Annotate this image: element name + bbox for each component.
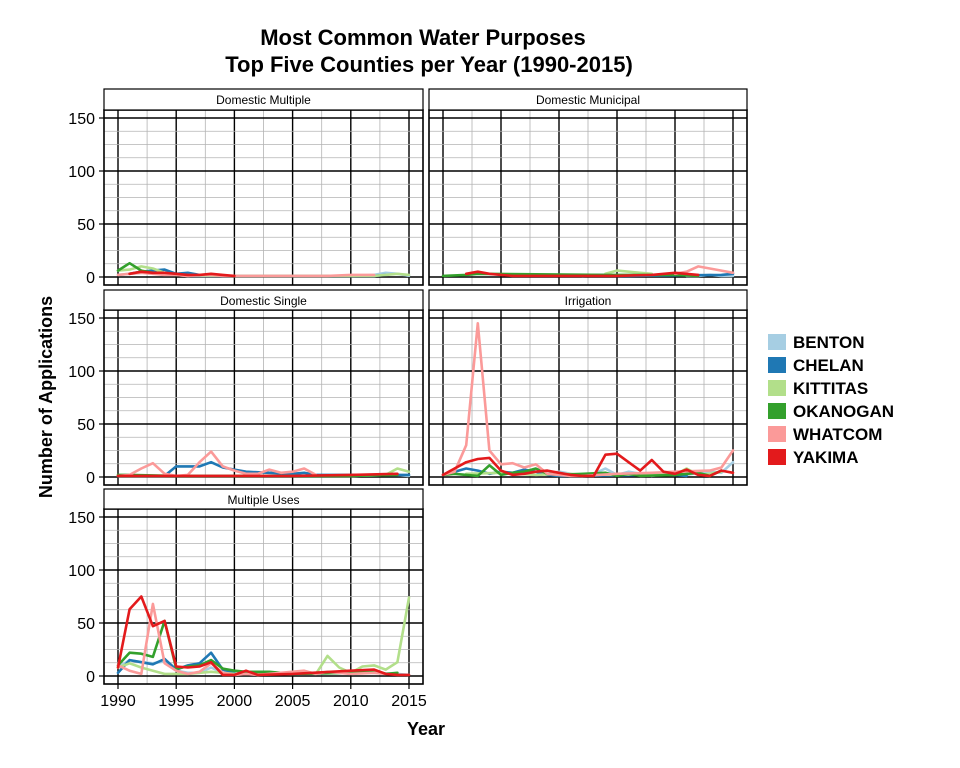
legend-swatch <box>768 426 786 442</box>
strip-label-multiple-uses: Multiple Uses <box>227 493 299 507</box>
legend-swatch <box>768 380 786 396</box>
series-line-yakima <box>128 270 236 278</box>
chart-title-line-2: Top Five Counties per Year (1990-2015) <box>225 52 633 77</box>
legend-label: YAKIMA <box>793 448 859 467</box>
y-tick-label: 50 <box>77 616 95 633</box>
y-tick-label: 150 <box>68 311 95 328</box>
y-axis-multiple-uses: 0 50 100 150 <box>68 510 104 686</box>
x-tick-label: 1995 <box>158 693 194 710</box>
facet-panel-multiple-uses: Multiple Uses 0 50 100 150 <box>68 488 424 686</box>
legend-label: CHELAN <box>793 356 864 375</box>
facet-panel-irrigation: Irrigation <box>428 289 748 486</box>
panel-series <box>116 261 411 278</box>
facet-panels: Domestic Multiple 0 50 100 150 Domestic Munic… <box>68 88 748 686</box>
y-axis-title: Number of Applications <box>36 296 56 498</box>
y-axis-domestic-single: 0 50 100 150 <box>68 311 104 487</box>
x-tick-label: 1990 <box>100 693 136 710</box>
x-tick-label: 2005 <box>275 693 311 710</box>
panel-series <box>116 450 411 478</box>
legend-label: BENTON <box>793 333 864 352</box>
series-line-kittitas <box>604 269 654 276</box>
facet-panel-domestic-municipal: Domestic Municipal <box>428 88 748 286</box>
series-line-yakima <box>464 270 700 278</box>
y-tick-label: 150 <box>68 510 95 527</box>
y-axis-domestic-multiple: 0 50 100 150 <box>68 111 104 287</box>
legend-label: KITTITAS <box>793 379 868 398</box>
legend: BENTON CHELAN KITTITAS OKANOGAN WHATCOM YAKIM… <box>768 333 894 467</box>
legend-item-chelan: CHELAN <box>768 356 864 375</box>
strip-label-domestic-multiple: Domestic Multiple <box>216 93 311 107</box>
legend-item-okanogan: OKANOGAN <box>768 402 894 421</box>
facet-panel-domestic-multiple: Domestic Multiple 0 50 100 150 <box>68 88 424 287</box>
panel-series <box>116 595 411 677</box>
strip-background <box>428 289 748 311</box>
legend-swatch <box>768 357 786 373</box>
x-tick-label: 2010 <box>333 693 369 710</box>
x-axis: 1990 1995 2000 2005 2010 2015 <box>100 684 427 710</box>
y-tick-label: 50 <box>77 217 95 234</box>
x-tick-label: 2000 <box>217 693 253 710</box>
strip-background <box>103 88 424 111</box>
facet-panel-domestic-single: Domestic Single 0 50 100 150 <box>68 289 424 487</box>
legend-swatch <box>768 334 786 350</box>
y-tick-label: 150 <box>68 111 95 128</box>
legend-item-benton: BENTON <box>768 333 864 352</box>
legend-item-whatcom: WHATCOM <box>768 425 882 444</box>
series-line-yakima <box>441 452 735 478</box>
y-tick-label: 0 <box>86 470 95 487</box>
strip-background <box>103 289 424 311</box>
series-line-yakima <box>116 472 399 478</box>
y-tick-label: 100 <box>68 563 95 580</box>
y-tick-label: 100 <box>68 364 95 381</box>
strip-background <box>428 88 748 111</box>
strip-label-domestic-single: Domestic Single <box>220 294 307 308</box>
legend-swatch <box>768 449 786 465</box>
legend-label: OKANOGAN <box>793 402 894 421</box>
strip-background <box>103 488 424 510</box>
strip-label-irrigation: Irrigation <box>565 294 612 308</box>
x-tick-label: 2015 <box>391 693 427 710</box>
panel-series <box>441 265 735 278</box>
y-tick-label: 0 <box>86 669 95 686</box>
series-line-whatcom <box>673 265 735 276</box>
legend-label: WHATCOM <box>793 425 882 444</box>
legend-swatch <box>768 403 786 419</box>
legend-item-kittitas: KITTITAS <box>768 379 868 398</box>
strip-label-domestic-municipal: Domestic Municipal <box>536 93 640 107</box>
y-tick-label: 100 <box>68 164 95 181</box>
series-line-whatcom <box>441 321 735 478</box>
series-line-yakima <box>116 595 411 677</box>
panel-grid <box>429 110 747 285</box>
chart-title-line-1: Most Common Water Purposes <box>260 25 586 50</box>
x-axis-title: Year <box>407 719 445 739</box>
series-line-whatcom <box>116 450 318 478</box>
legend-item-yakima: YAKIMA <box>768 448 859 467</box>
panel-series <box>441 321 735 478</box>
y-tick-label: 0 <box>86 270 95 287</box>
y-tick-label: 50 <box>77 417 95 434</box>
